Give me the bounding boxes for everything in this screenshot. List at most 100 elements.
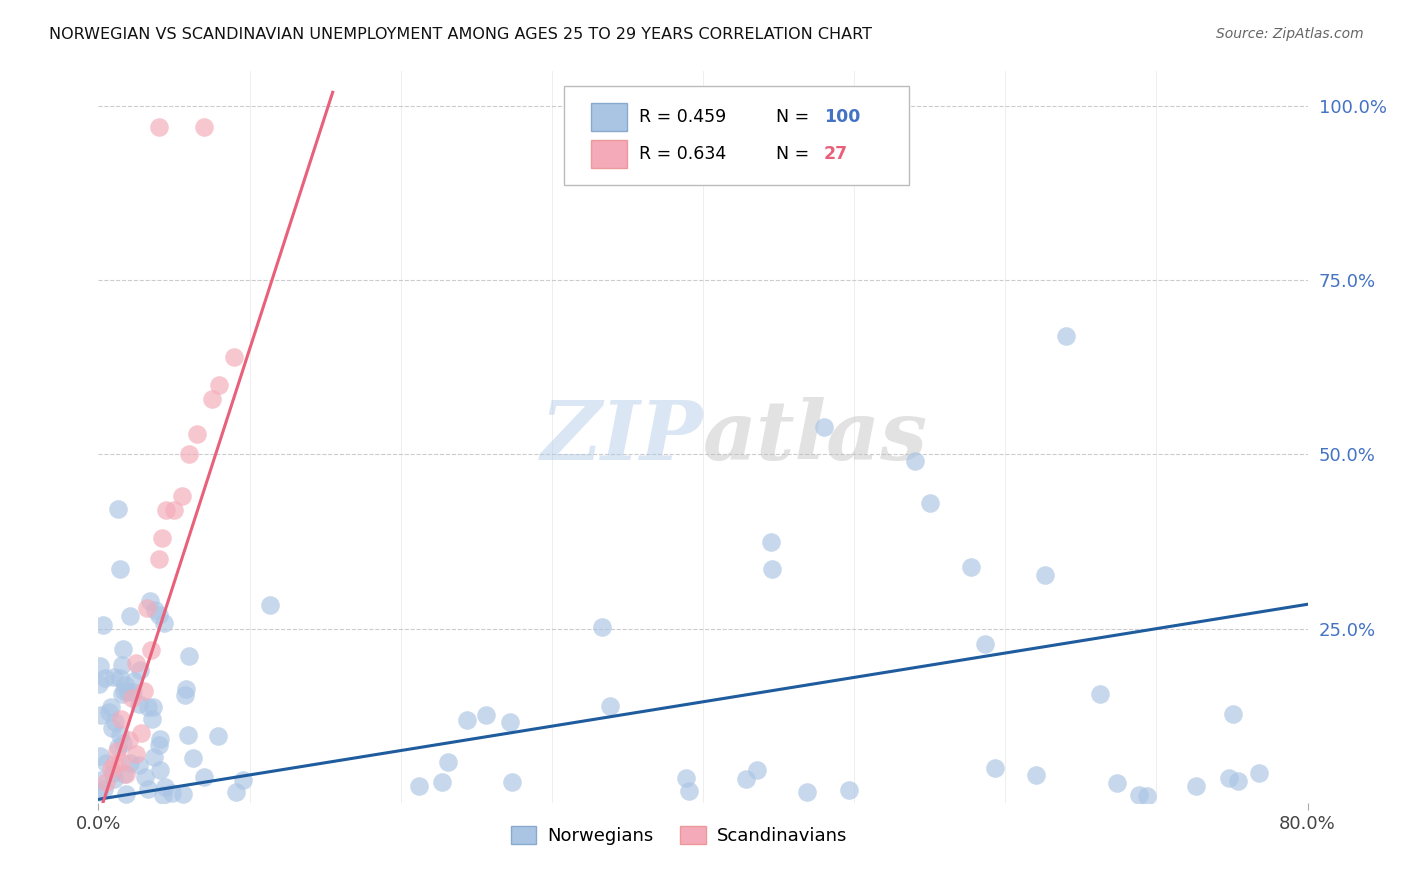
FancyBboxPatch shape: [564, 86, 908, 185]
Point: [125, 747, 148, 761]
Point: [121, 691, 143, 706]
Point: [475, 708, 498, 723]
Point: [148, 738, 170, 752]
Point: [129, 726, 152, 740]
Point: [125, 657, 148, 671]
Point: [432, 774, 454, 789]
Point: [162, 786, 184, 800]
Text: atlas: atlas: [703, 397, 928, 477]
Point: [136, 781, 159, 796]
Point: [186, 426, 208, 441]
Point: [173, 688, 195, 702]
Point: [117, 684, 139, 698]
Point: [1054, 329, 1077, 343]
Point: [176, 682, 198, 697]
Point: [499, 714, 522, 729]
Point: [179, 448, 201, 462]
Point: [193, 770, 215, 784]
Point: [1218, 771, 1240, 785]
Point: [1222, 707, 1244, 722]
Point: [143, 603, 166, 617]
Point: [139, 594, 162, 608]
Point: [759, 535, 782, 549]
Point: [100, 763, 122, 777]
Point: [153, 780, 176, 794]
Point: [678, 783, 700, 797]
Point: [259, 598, 281, 612]
Text: 100: 100: [824, 108, 860, 126]
Point: [813, 419, 835, 434]
Point: [122, 685, 145, 699]
Point: [114, 766, 136, 780]
FancyBboxPatch shape: [591, 140, 627, 168]
Text: N =: N =: [776, 145, 814, 163]
Point: [128, 664, 150, 678]
Point: [110, 756, 132, 770]
Point: [96, 756, 118, 770]
Legend: Norwegians, Scandinavians: Norwegians, Scandinavians: [510, 826, 846, 845]
Point: [132, 684, 155, 698]
Point: [838, 782, 860, 797]
Point: [118, 733, 141, 747]
Point: [1088, 687, 1111, 701]
FancyBboxPatch shape: [591, 103, 627, 131]
Point: [974, 637, 997, 651]
Point: [1227, 774, 1250, 789]
Point: [904, 454, 927, 468]
Point: [150, 531, 173, 545]
Point: [91, 618, 114, 632]
Point: [118, 609, 141, 624]
Point: [232, 772, 254, 787]
Point: [141, 712, 163, 726]
Point: [94, 671, 117, 685]
Point: [179, 648, 201, 663]
Point: [89, 659, 111, 673]
Point: [111, 641, 134, 656]
Point: [208, 377, 231, 392]
Point: [114, 767, 136, 781]
Point: [152, 616, 174, 631]
Point: [501, 774, 523, 789]
Point: [1185, 779, 1208, 793]
Point: [1128, 788, 1150, 802]
Point: [111, 658, 134, 673]
Point: [103, 757, 125, 772]
Point: [107, 739, 129, 754]
Point: [101, 721, 124, 735]
Point: [148, 552, 170, 566]
Point: [105, 743, 128, 757]
Point: [94, 775, 117, 789]
Point: [207, 729, 229, 743]
Point: [148, 608, 170, 623]
Point: [115, 787, 138, 801]
Point: [122, 673, 145, 688]
Text: R = 0.634: R = 0.634: [638, 145, 725, 163]
Point: [796, 785, 818, 799]
Point: [108, 562, 131, 576]
Point: [112, 683, 135, 698]
Point: [163, 503, 186, 517]
Point: [1136, 789, 1159, 803]
Point: [193, 120, 215, 134]
Text: N =: N =: [776, 108, 814, 126]
Point: [675, 771, 697, 785]
Point: [89, 708, 111, 723]
Point: [149, 732, 172, 747]
Point: [128, 757, 150, 772]
Point: [134, 770, 156, 784]
Point: [135, 600, 157, 615]
Point: [103, 670, 125, 684]
Point: [93, 781, 115, 796]
Point: [1024, 768, 1046, 782]
Point: [111, 688, 134, 702]
Point: [152, 789, 174, 803]
Point: [1033, 567, 1056, 582]
Point: [108, 728, 131, 742]
Point: [984, 761, 1007, 775]
Text: ZIP: ZIP: [540, 397, 703, 477]
Point: [183, 750, 205, 764]
Point: [960, 559, 983, 574]
Point: [128, 697, 150, 711]
Point: [1107, 776, 1129, 790]
Point: [114, 678, 136, 692]
